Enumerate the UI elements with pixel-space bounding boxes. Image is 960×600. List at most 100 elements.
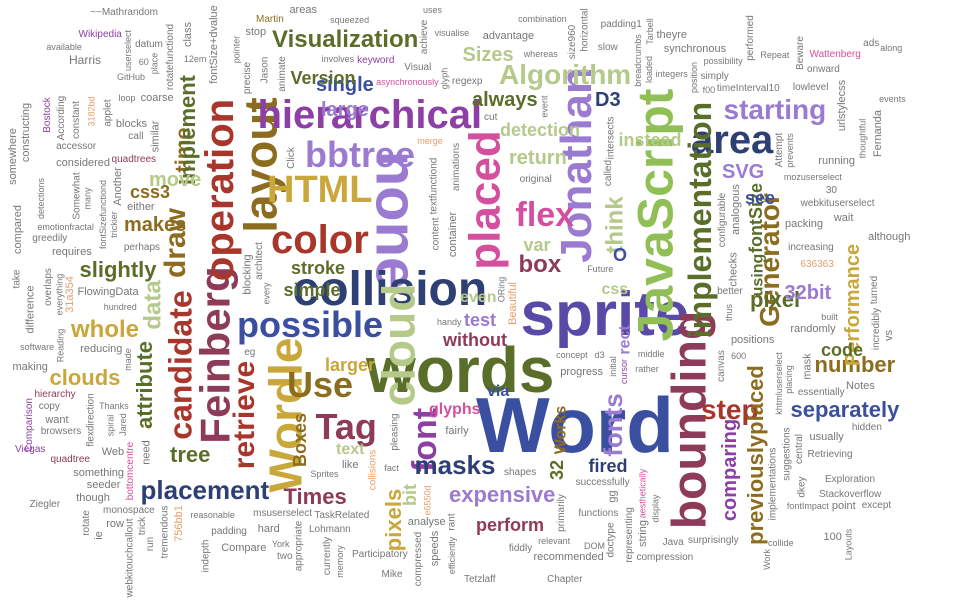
cloud-word: canvas: [715, 350, 727, 383]
cloud-word: bbtree: [305, 134, 416, 175]
cloud-word: dkey: [796, 476, 808, 498]
cloud-word: implementation: [682, 101, 719, 339]
cloud-word: recommended: [533, 551, 604, 564]
cloud-word: coarse: [140, 91, 174, 104]
cloud-word: positions: [730, 334, 775, 347]
cloud-word: hidden: [851, 422, 882, 434]
cloud-word: areas: [289, 4, 317, 17]
cloud-word: operation: [198, 98, 243, 282]
cloud-word: simple: [283, 280, 341, 300]
cloud-word: 30: [825, 185, 837, 197]
cloud-word: trick: [137, 516, 149, 536]
cloud-word: Jared: [117, 413, 128, 436]
cloud-word: Future: [587, 264, 614, 275]
cloud-word: fonts: [597, 393, 628, 457]
cloud-word: applet: [102, 99, 114, 127]
cloud-word: f00: [702, 84, 716, 95]
cloud-word: whereas: [523, 48, 558, 59]
cloud-word: better: [717, 286, 743, 298]
cloud-word: Use: [287, 364, 354, 405]
cloud-word: pointer: [231, 36, 242, 64]
cloud-word: appropriate: [293, 521, 305, 572]
cloud-word: trickier: [108, 211, 119, 239]
cloud-word: horizontal: [579, 8, 591, 52]
cloud-word: software: [20, 342, 55, 353]
cloud-word: onward: [807, 64, 840, 76]
cloud-word: msuserselect: [253, 508, 313, 520]
cloud-word: Boxes: [290, 412, 311, 468]
cloud-word: constant: [70, 101, 82, 139]
cloud-word: color: [271, 218, 369, 262]
cloud-word: detection: [500, 120, 581, 140]
cloud-word: loaded: [644, 56, 655, 84]
cloud-word: packing: [785, 217, 823, 230]
cloud-word: successfully: [575, 476, 630, 488]
cloud-word: surprisingly: [688, 534, 739, 546]
cloud-word: reducing: [80, 342, 123, 355]
cloud-word: essentially: [797, 386, 845, 398]
cloud-word: Retrieving: [807, 449, 853, 460]
cloud-word: asynchronously: [376, 76, 439, 87]
cloud-word: larger: [325, 355, 376, 375]
cloud-word: Attempt: [774, 133, 786, 168]
cloud-word: thoughtful: [857, 118, 868, 159]
cloud-word: Harris: [69, 53, 101, 67]
cloud-word: everything: [53, 274, 64, 316]
cloud-word: event: [539, 95, 550, 118]
cloud-word: step: [701, 394, 759, 425]
cloud-word: Reading: [55, 328, 66, 363]
cloud-word: placement: [140, 475, 270, 505]
cloud-word: point: [831, 500, 856, 513]
cloud-word: greedily: [32, 233, 68, 245]
cloud-word: 636363: [800, 259, 834, 271]
cloud-word: constructing: [19, 102, 32, 163]
cloud-word: uses: [422, 4, 442, 15]
cloud-word: need: [140, 440, 153, 466]
cloud-word: Click: [285, 146, 297, 169]
cloud-word: compression: [636, 552, 694, 563]
cloud-word: class: [182, 22, 195, 48]
cloud-word: fontSize+dvalue: [207, 5, 220, 85]
cloud-word: Sprites: [310, 469, 339, 480]
cloud-word: words: [366, 334, 555, 406]
cloud-word: Wikipedia: [78, 29, 122, 40]
cloud-word: wait: [833, 211, 854, 224]
cloud-word: display: [650, 494, 661, 523]
cloud-word: 756bb1: [172, 505, 185, 542]
cloud-word: quadtrees: [111, 154, 157, 166]
cloud-word: ORing: [496, 277, 507, 303]
cloud-word: middle: [637, 349, 665, 360]
cloud-word: built: [821, 312, 838, 323]
cloud-word: separately: [790, 397, 900, 422]
cloud-word: animations: [450, 143, 462, 192]
cloud-word: previouslyplaced: [742, 365, 768, 545]
cloud-word: string: [636, 520, 649, 548]
cloud-word: central: [794, 433, 806, 464]
cloud-word: spiral: [105, 414, 116, 437]
cloud-word: copy: [38, 401, 60, 413]
cloud-word: configurable: [717, 193, 729, 248]
cloud-word: pixel: [750, 287, 801, 312]
cloud-word: data: [139, 280, 167, 330]
cloud-word: making: [12, 361, 48, 374]
cloud-word: hundred: [103, 301, 137, 312]
cloud-word: container: [446, 212, 459, 258]
cloud-word: progress: [560, 366, 603, 379]
cloud-word: e6550d: [422, 485, 433, 516]
cloud-word: somewhere: [6, 128, 19, 186]
cloud-word: achieve: [419, 19, 431, 55]
cloud-word: Works: [551, 405, 569, 455]
cloud-word: Jason: [258, 56, 270, 84]
cloud-word: incredibly: [871, 307, 883, 350]
cloud-word: concept: [556, 350, 588, 361]
cloud-word: position: [688, 62, 699, 94]
cloud-word: whole: [71, 316, 140, 343]
cloud-word: hard: [257, 522, 280, 535]
cloud-word: Wattenberg: [809, 49, 861, 60]
cloud-word: makes: [124, 214, 187, 236]
cloud-word: via: [487, 383, 510, 400]
cloud-word: intersects: [604, 116, 616, 159]
cloud-word: css: [601, 281, 629, 298]
cloud-word: tremendous: [159, 506, 171, 559]
cloud-word: css3: [130, 182, 171, 202]
